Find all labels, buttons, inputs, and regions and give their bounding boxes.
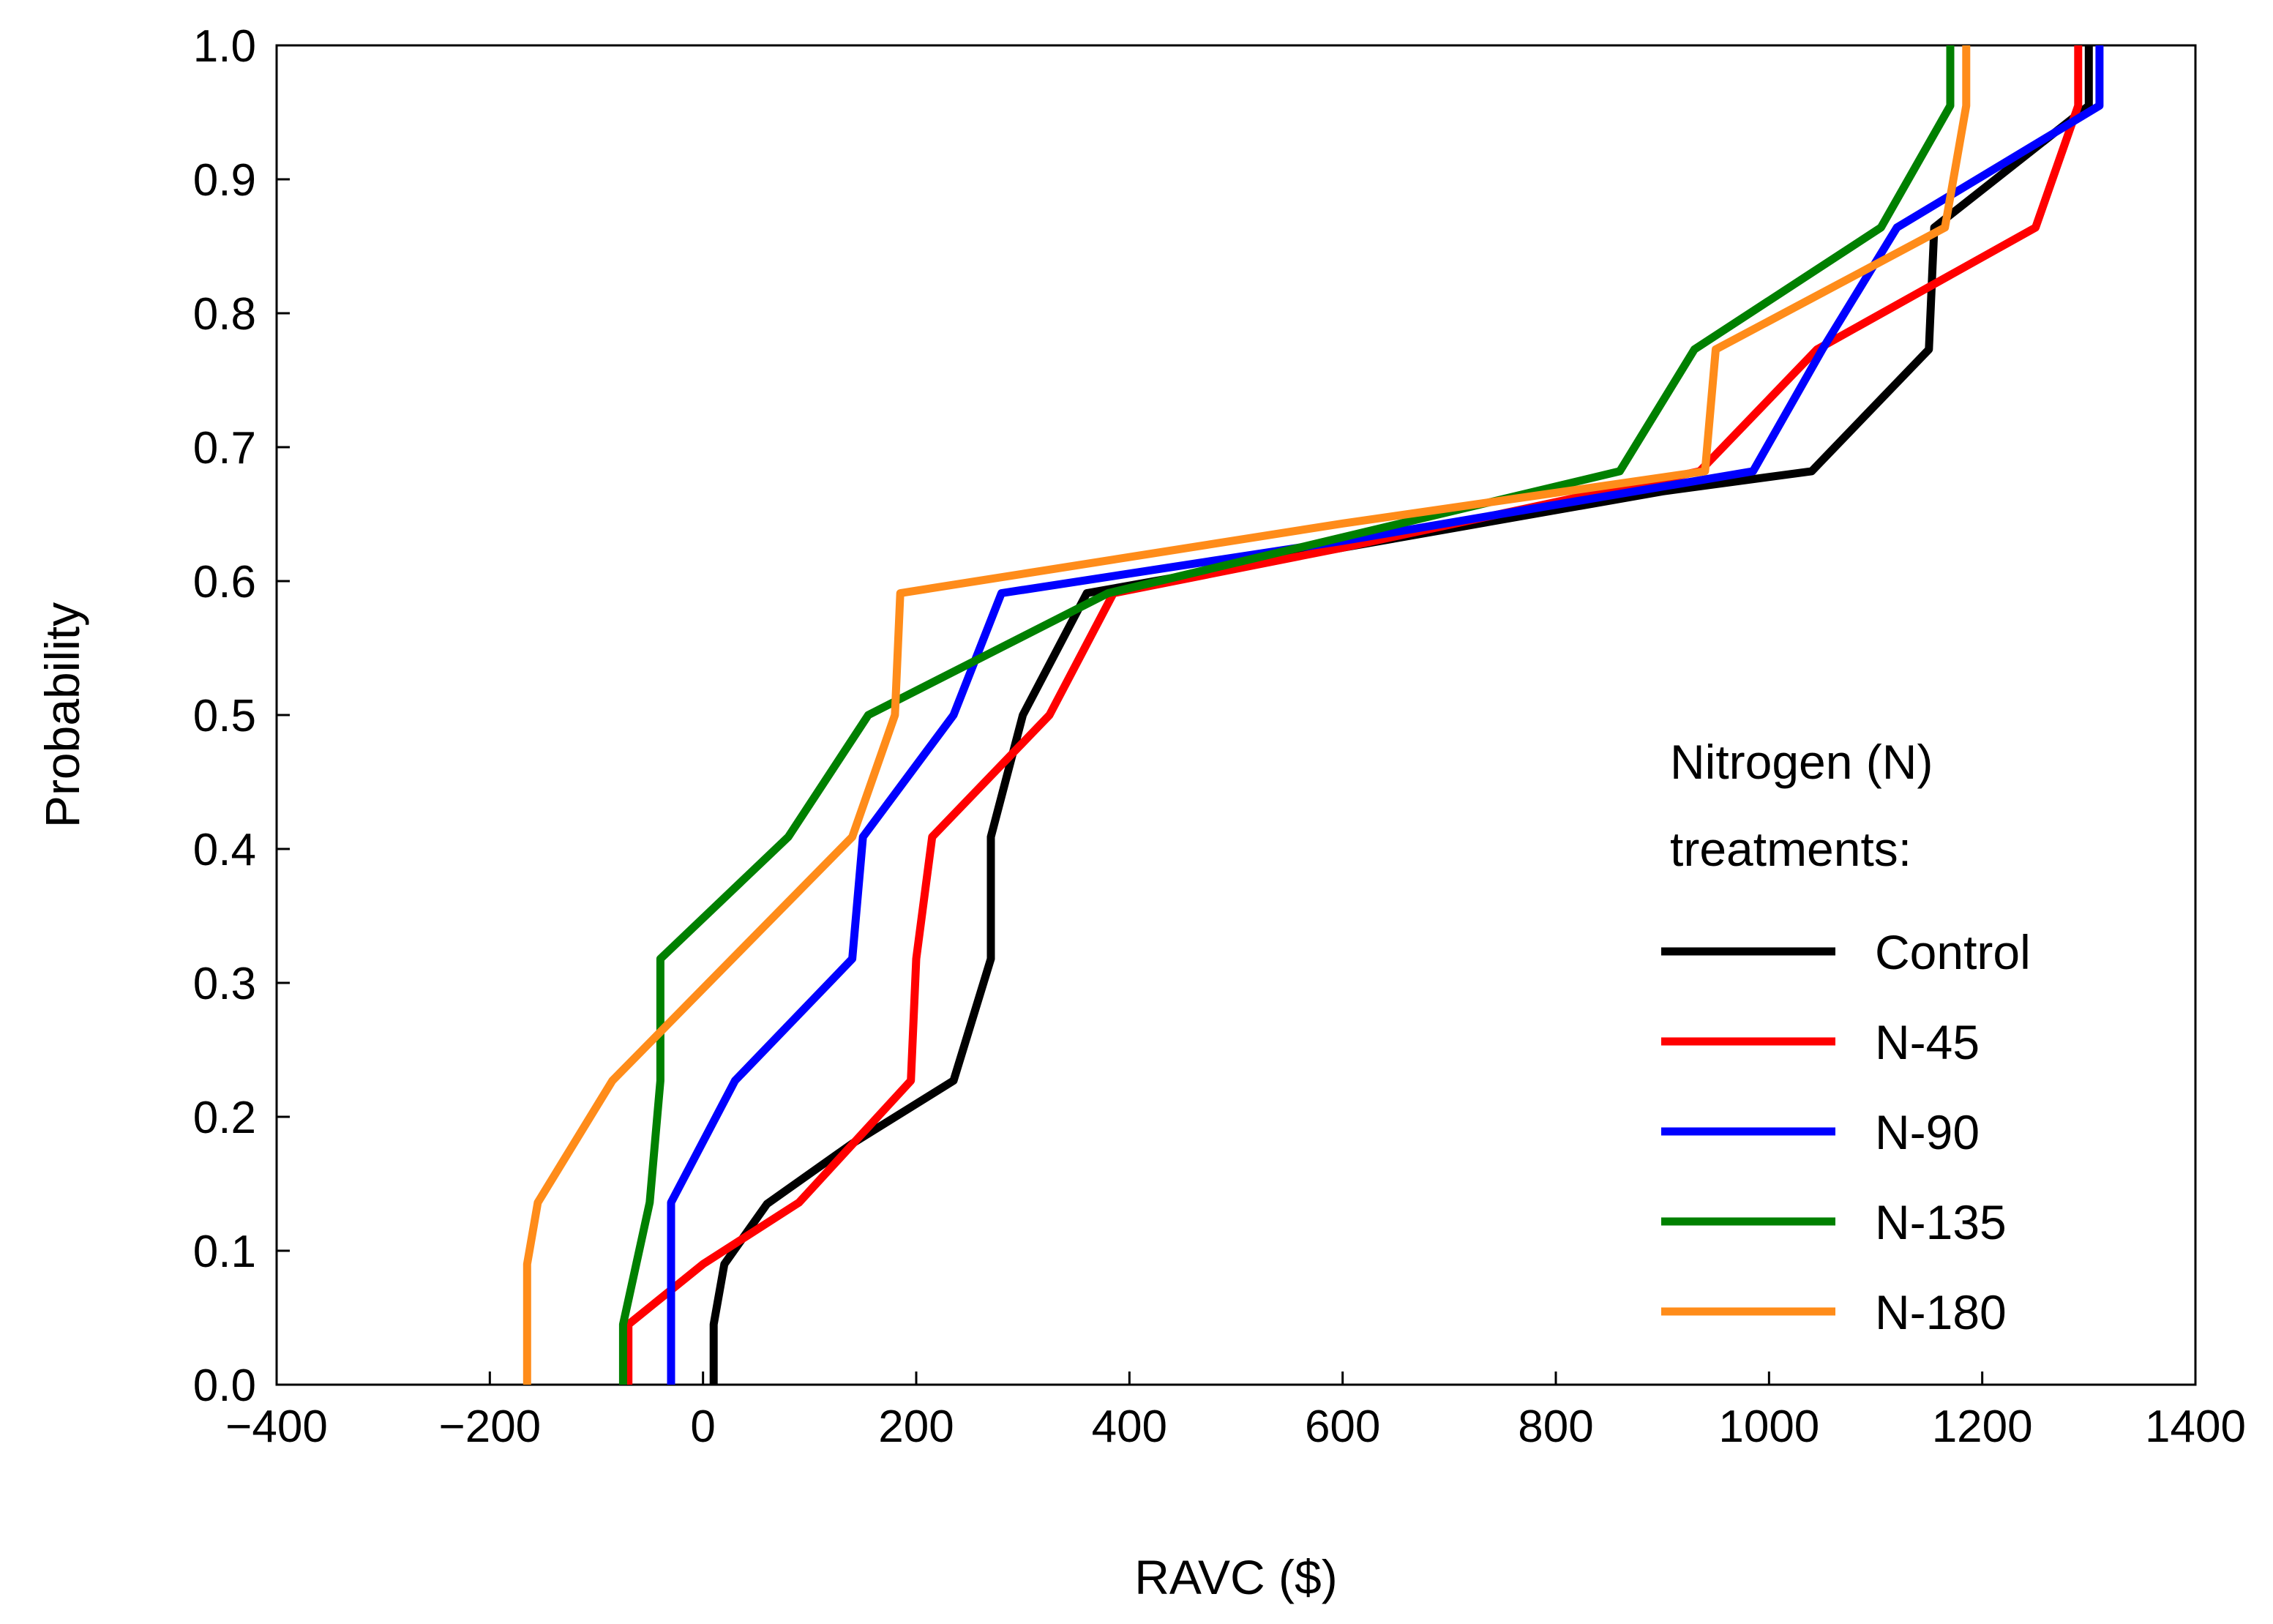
y-tick-label: 0.4	[193, 825, 256, 875]
y-axis-title: Probability	[35, 602, 89, 828]
y-tick-label: 0.9	[193, 155, 256, 206]
y-tick-label: 0.0	[193, 1361, 256, 1411]
y-tick-label: 0.1	[193, 1227, 256, 1277]
legend-label: N-135	[1875, 1195, 2007, 1249]
x-tick-label: 200	[878, 1402, 954, 1452]
x-tick-label: 400	[1092, 1402, 1167, 1452]
series-line-control	[709, 45, 2093, 1385]
legend-label: N-180	[1875, 1285, 2007, 1339]
series-line-n-90	[667, 45, 2104, 1385]
legend-label: N-90	[1875, 1105, 1980, 1159]
legend-label: Control	[1875, 925, 2031, 979]
series-line-n-135	[618, 45, 1955, 1385]
y-tick-label: 0.6	[193, 557, 256, 607]
x-tick-label: 1000	[1718, 1402, 1819, 1452]
x-tick-label: −200	[439, 1402, 542, 1452]
series-layer	[523, 45, 2104, 1385]
legend-title-line-2: treatments:	[1670, 822, 1911, 876]
y-tick-label: 0.3	[193, 959, 256, 1009]
x-tick-label: 1200	[1932, 1402, 2033, 1452]
x-tick-label: 800	[1518, 1402, 1593, 1452]
legend-label: N-45	[1875, 1015, 1980, 1069]
y-axis: 0.0 0.1 0.2 0.3 0.4 0.5 0.6 0.7 0.8 0.9 1.0	[193, 21, 290, 1411]
y-tick-label: 0.2	[193, 1093, 256, 1143]
x-axis-title: RAVC ($)	[1134, 1550, 1337, 1604]
series-line-n-45	[624, 45, 2083, 1385]
y-tick-label: 0.7	[193, 423, 256, 474]
legend: Nitrogen (N) treatments: Control N-45 N-90…	[1661, 735, 2031, 1339]
x-tick-label: 0	[690, 1402, 715, 1452]
x-tick-label: 1400	[2145, 1402, 2246, 1452]
legend-title-line-1: Nitrogen (N)	[1670, 735, 1933, 789]
series-line-n-180	[523, 45, 1971, 1385]
y-tick-label: 1.0	[193, 21, 256, 72]
x-axis: −400 −200 0 200 400 600 800 1000 1200 1400	[225, 1372, 2246, 1452]
y-tick-label: 0.8	[193, 289, 256, 340]
x-tick-label: 600	[1305, 1402, 1380, 1452]
y-tick-label: 0.5	[193, 691, 256, 741]
x-tick-label: −400	[225, 1402, 328, 1452]
